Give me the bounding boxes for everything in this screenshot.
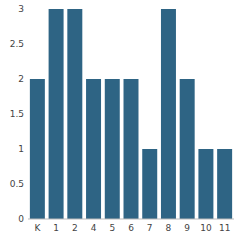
x-tick-label: 2 (72, 223, 78, 233)
y-tick-label: 2.5 (10, 39, 24, 49)
bar (67, 9, 82, 219)
y-tick-label: 0 (18, 214, 24, 224)
x-tick-label: 6 (128, 223, 134, 233)
x-tick-label: K (34, 223, 41, 233)
y-tick-label: 3 (18, 4, 24, 14)
y-tick-label: 0.5 (10, 179, 24, 189)
bar (198, 149, 213, 219)
chart: 0 0.5 1 1.5 2 2.5 3 K 1 2 4 5 6 7 8 9 10 11 (0, 0, 240, 239)
bar (180, 79, 195, 219)
bars (30, 9, 232, 219)
bar (124, 79, 139, 219)
bar (105, 79, 120, 219)
x-axis-line (28, 219, 234, 220)
x-tick-label: 9 (184, 223, 190, 233)
y-axis: 0 0.5 1 1.5 2 2.5 3 (10, 4, 25, 224)
bar (217, 149, 232, 219)
x-tick-label: 11 (219, 223, 230, 233)
bar (86, 79, 101, 219)
x-axis: K 1 2 4 5 6 7 8 9 10 11 (34, 223, 230, 233)
bar (142, 149, 157, 219)
y-tick-label: 2 (18, 74, 24, 84)
bar (30, 79, 45, 219)
x-tick-label: 1 (53, 223, 59, 233)
x-tick-label: 10 (200, 223, 212, 233)
bar (49, 9, 64, 219)
x-tick-label: 4 (91, 223, 97, 233)
x-tick-label: 5 (109, 223, 115, 233)
y-tick-label: 1.5 (10, 109, 24, 119)
y-tick-label: 1 (18, 144, 24, 154)
chart-container: 0 0.5 1 1.5 2 2.5 3 K 1 2 4 5 6 7 8 9 10 11 (0, 0, 240, 239)
x-tick-label: 8 (166, 223, 172, 233)
bar (161, 9, 176, 219)
x-tick-label: 7 (147, 223, 153, 233)
